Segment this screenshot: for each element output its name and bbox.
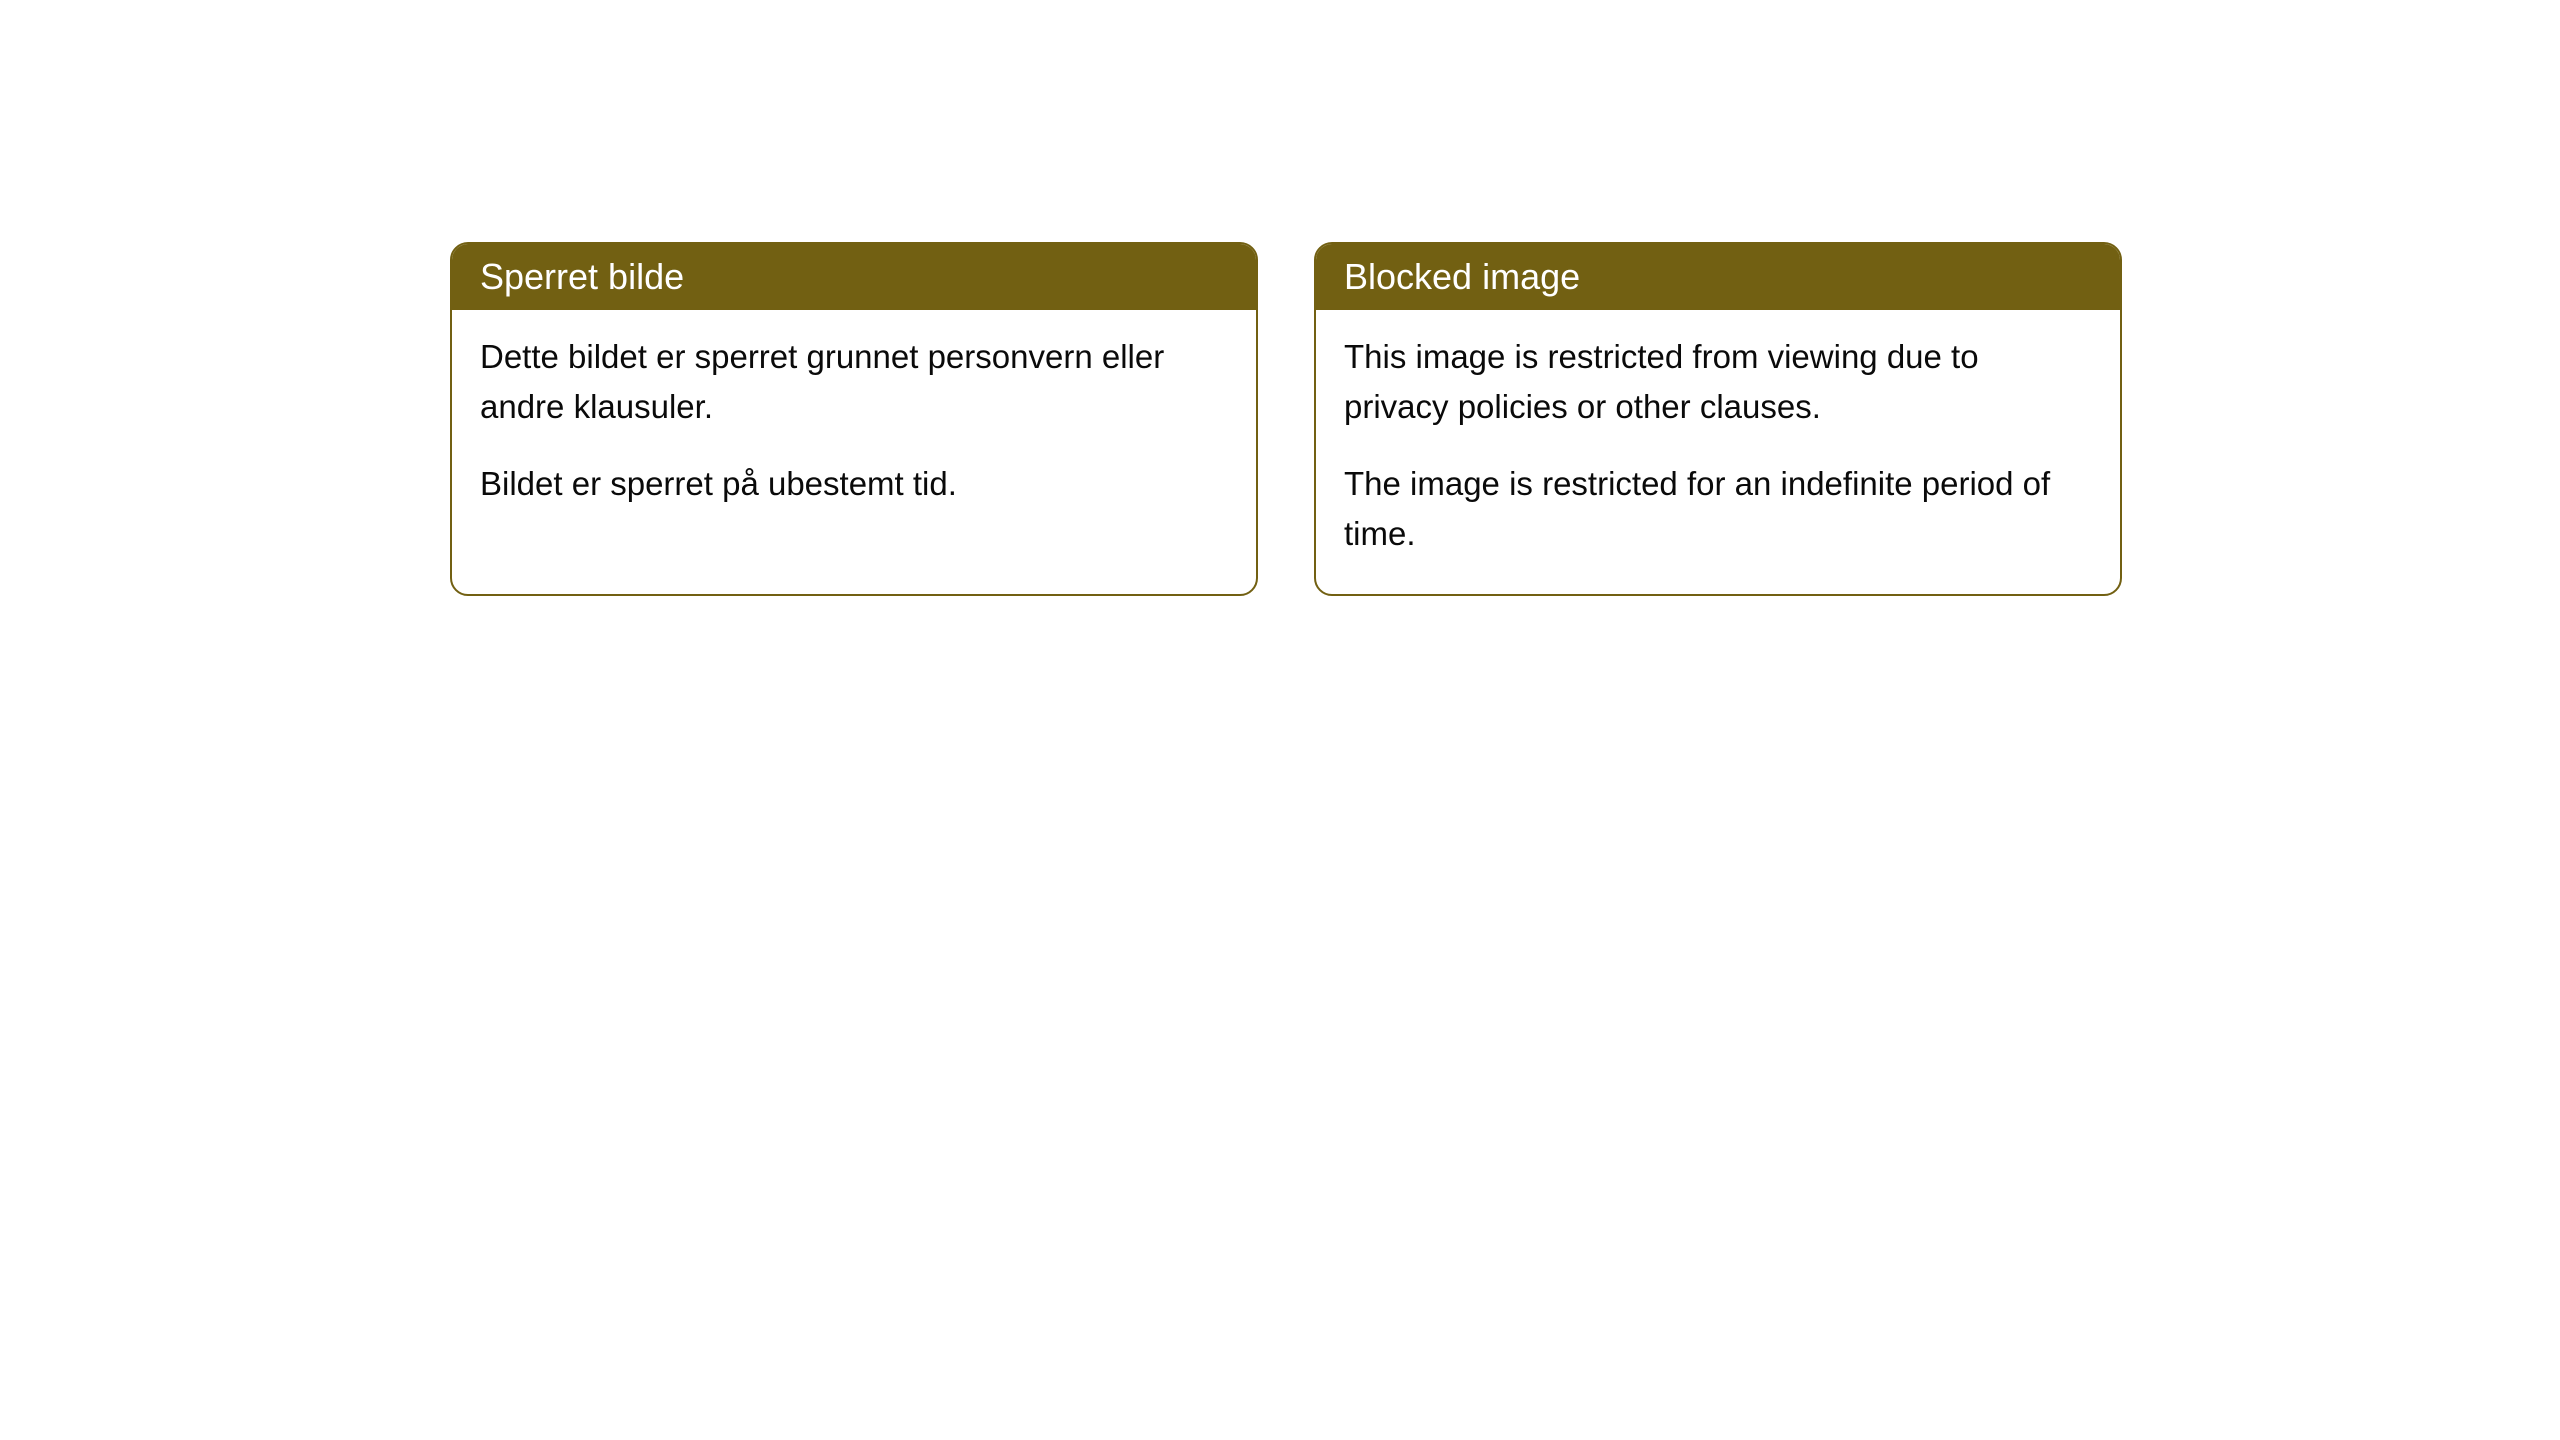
card-header: Sperret bilde [452, 244, 1256, 310]
card-title: Blocked image [1344, 256, 1580, 297]
card-paragraph: This image is restricted from viewing du… [1344, 332, 2092, 431]
card-title: Sperret bilde [480, 256, 684, 297]
notice-card-english: Blocked image This image is restricted f… [1314, 242, 2122, 596]
card-body: This image is restricted from viewing du… [1316, 310, 2120, 594]
card-paragraph: Dette bildet er sperret grunnet personve… [480, 332, 1228, 431]
notice-cards-container: Sperret bilde Dette bildet er sperret gr… [450, 242, 2122, 596]
notice-card-norwegian: Sperret bilde Dette bildet er sperret gr… [450, 242, 1258, 596]
card-body: Dette bildet er sperret grunnet personve… [452, 310, 1256, 545]
card-paragraph: Bildet er sperret på ubestemt tid. [480, 459, 1228, 509]
card-paragraph: The image is restricted for an indefinit… [1344, 459, 2092, 558]
card-header: Blocked image [1316, 244, 2120, 310]
